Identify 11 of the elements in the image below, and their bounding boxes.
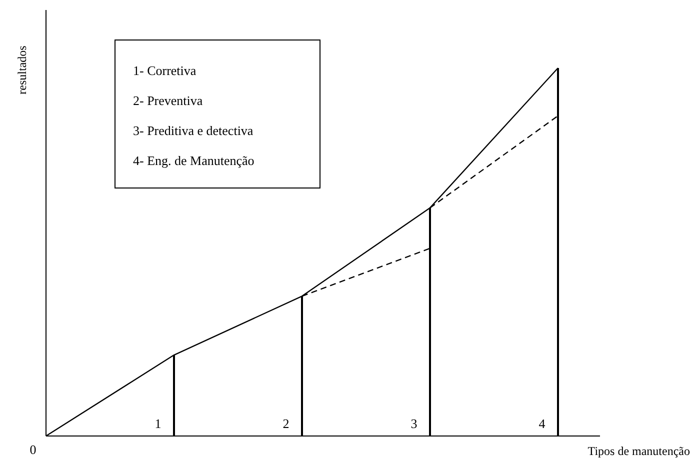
annotation: 4- Eng. de Manutenção — [133, 153, 254, 168]
y-axis-title: resultados — [15, 45, 29, 94]
annotation: 3- Preditiva e detectiva — [133, 123, 254, 138]
x-tick-label: 4 — [538, 416, 546, 431]
text: 0 — [30, 442, 36, 457]
x-tick-label: 1 — [154, 416, 162, 431]
annotation: 1- Corretiva — [133, 63, 196, 78]
x-tick-label: 2 — [282, 416, 290, 431]
x-tick-label: 3 — [410, 416, 418, 431]
x-axis-title: Tipos de manutenção — [588, 444, 690, 458]
annotation: 2- Preventiva — [133, 93, 203, 108]
